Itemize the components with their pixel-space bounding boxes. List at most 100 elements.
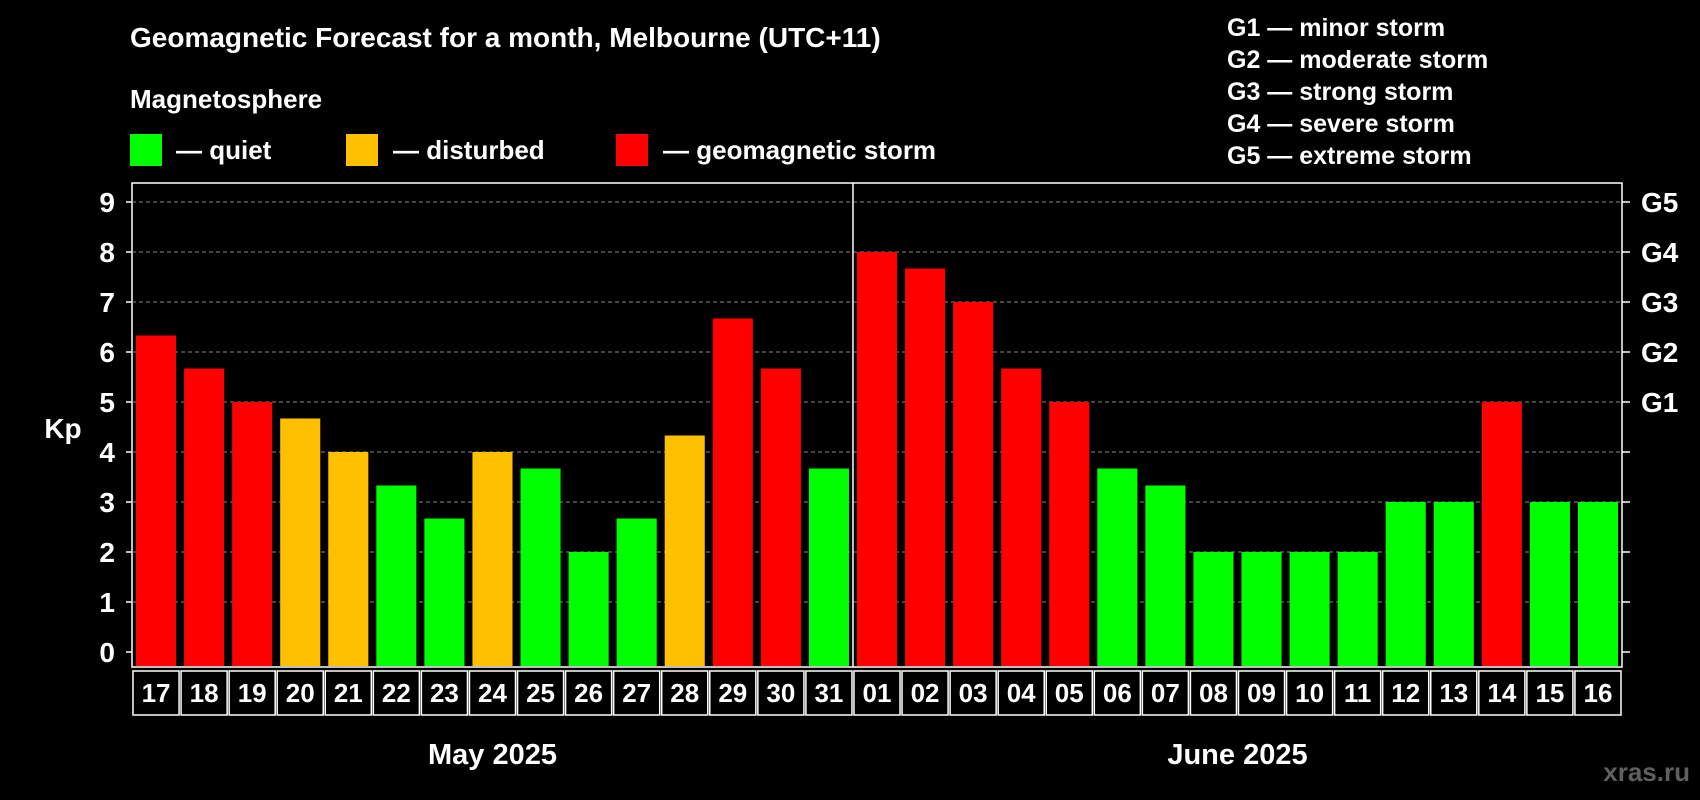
bar-26 bbox=[568, 552, 609, 666]
x-tick-label: 22 bbox=[382, 678, 411, 708]
x-tick-box bbox=[1189, 670, 1238, 716]
x-tick-box bbox=[1237, 670, 1286, 716]
watermark: xras.ru bbox=[1603, 757, 1690, 787]
x-tick-label: 21 bbox=[334, 678, 363, 708]
bar-28 bbox=[664, 435, 705, 666]
bar-24 bbox=[472, 452, 513, 666]
bar-09 bbox=[1241, 552, 1282, 666]
x-tick-label: 27 bbox=[622, 678, 651, 708]
x-tick-box bbox=[1429, 670, 1478, 716]
x-tick-box bbox=[132, 670, 180, 716]
month-label: May 2025 bbox=[428, 739, 557, 771]
storm-level-legend: G1 — minor storm G2 — moderate storm G3 … bbox=[1227, 12, 1488, 172]
x-tick-box bbox=[1093, 670, 1142, 716]
bar-14 bbox=[1481, 402, 1522, 666]
x-tick-label: 26 bbox=[574, 678, 603, 708]
bar-06 bbox=[1097, 468, 1138, 666]
x-tick-box bbox=[1574, 670, 1622, 716]
x-tick-label: 15 bbox=[1535, 678, 1564, 708]
x-tick-box bbox=[324, 670, 373, 716]
x-tick-box bbox=[1333, 670, 1382, 716]
storm-level-g3: G3 — strong storm bbox=[1227, 78, 1454, 106]
x-tick-box bbox=[709, 670, 757, 716]
x-tick-label: 07 bbox=[1151, 678, 1180, 708]
bar-19 bbox=[232, 402, 273, 666]
bar-31 bbox=[808, 468, 849, 666]
x-tick-label: 31 bbox=[814, 678, 843, 708]
y-tick-label: 3 bbox=[99, 487, 115, 518]
x-tick-label: 18 bbox=[190, 678, 219, 708]
bar-10 bbox=[1289, 552, 1330, 666]
x-tick-label: 10 bbox=[1295, 678, 1324, 708]
y-tick-label: 9 bbox=[99, 187, 115, 218]
x-tick-box bbox=[180, 670, 228, 716]
bar-01 bbox=[856, 252, 898, 666]
bar-29 bbox=[712, 318, 753, 666]
bar-05 bbox=[1049, 402, 1090, 666]
y-tick-label: 5 bbox=[99, 387, 115, 418]
x-tick-label: 20 bbox=[286, 678, 315, 708]
bar-11 bbox=[1337, 552, 1378, 666]
bar-07 bbox=[1145, 485, 1186, 666]
x-tick-label: 09 bbox=[1247, 678, 1276, 708]
legend-swatch-storm bbox=[616, 134, 648, 166]
x-tick-label: 23 bbox=[430, 678, 459, 708]
bar-02 bbox=[905, 268, 946, 666]
bar-04 bbox=[1001, 368, 1042, 666]
x-tick-box bbox=[853, 670, 901, 716]
y-tick-label: 6 bbox=[99, 337, 115, 368]
x-tick-label: 13 bbox=[1439, 678, 1468, 708]
bar-23 bbox=[424, 518, 465, 666]
x-tick-label: 19 bbox=[238, 678, 267, 708]
x-tick-label: 29 bbox=[718, 678, 747, 708]
chart-title: Geomagnetic Forecast for a month, Melbou… bbox=[130, 22, 881, 53]
bar-12 bbox=[1385, 502, 1426, 666]
storm-level-g5: G5 — extreme storm bbox=[1227, 142, 1472, 170]
x-tick-label: 05 bbox=[1055, 678, 1084, 708]
storm-level-g2: G2 — moderate storm bbox=[1227, 46, 1489, 74]
x-tick-label: 11 bbox=[1344, 678, 1372, 708]
bar-15 bbox=[1529, 502, 1570, 666]
legend-label-storm: — geomagnetic storm bbox=[663, 135, 937, 165]
y-tick-label: 7 bbox=[99, 287, 115, 318]
bar-25 bbox=[520, 468, 561, 666]
x-tick-box bbox=[805, 670, 853, 716]
bar-20 bbox=[280, 418, 321, 666]
bar-21 bbox=[328, 452, 369, 666]
bar-08 bbox=[1193, 552, 1234, 666]
storm-level-g4: G4 — severe storm bbox=[1227, 110, 1455, 138]
x-tick-label: 01 bbox=[863, 678, 892, 708]
x-tick-box bbox=[757, 670, 805, 716]
x-tick-label: 16 bbox=[1584, 678, 1613, 708]
x-tick-box bbox=[372, 670, 421, 716]
x-tick-box bbox=[1478, 670, 1526, 716]
x-tick-box bbox=[516, 670, 565, 716]
y-tick-label: 1 bbox=[99, 587, 115, 618]
x-tick-label: 28 bbox=[670, 678, 699, 708]
bar-30 bbox=[760, 368, 801, 666]
plot-frame bbox=[131, 182, 1623, 668]
x-tick-label: 03 bbox=[959, 678, 988, 708]
bar-03 bbox=[953, 302, 994, 666]
month-label: June 2025 bbox=[1167, 739, 1307, 771]
y-axis-label: Kp bbox=[44, 413, 81, 444]
x-tick-box bbox=[1141, 670, 1190, 716]
x-tick-box bbox=[420, 670, 469, 716]
x-tick-box bbox=[564, 670, 613, 716]
x-tick-label: 25 bbox=[526, 678, 555, 708]
y-tick-label: 8 bbox=[99, 237, 115, 268]
x-tick-label: 17 bbox=[142, 678, 171, 708]
right-axis-label: G2 bbox=[1641, 337, 1678, 368]
bar-22 bbox=[376, 485, 417, 666]
x-tick-box bbox=[276, 670, 325, 716]
storm-level-g1: G1 — minor storm bbox=[1227, 14, 1446, 42]
y-tick-label: 2 bbox=[99, 537, 115, 568]
right-axis-label: G5 bbox=[1641, 187, 1678, 218]
x-tick-box bbox=[1526, 670, 1574, 716]
x-tick-label: 02 bbox=[911, 678, 940, 708]
right-axis-label: G3 bbox=[1641, 287, 1678, 318]
x-tick-box bbox=[228, 670, 276, 716]
x-tick-box bbox=[997, 670, 1045, 716]
y-tick-label: 0 bbox=[99, 637, 115, 668]
